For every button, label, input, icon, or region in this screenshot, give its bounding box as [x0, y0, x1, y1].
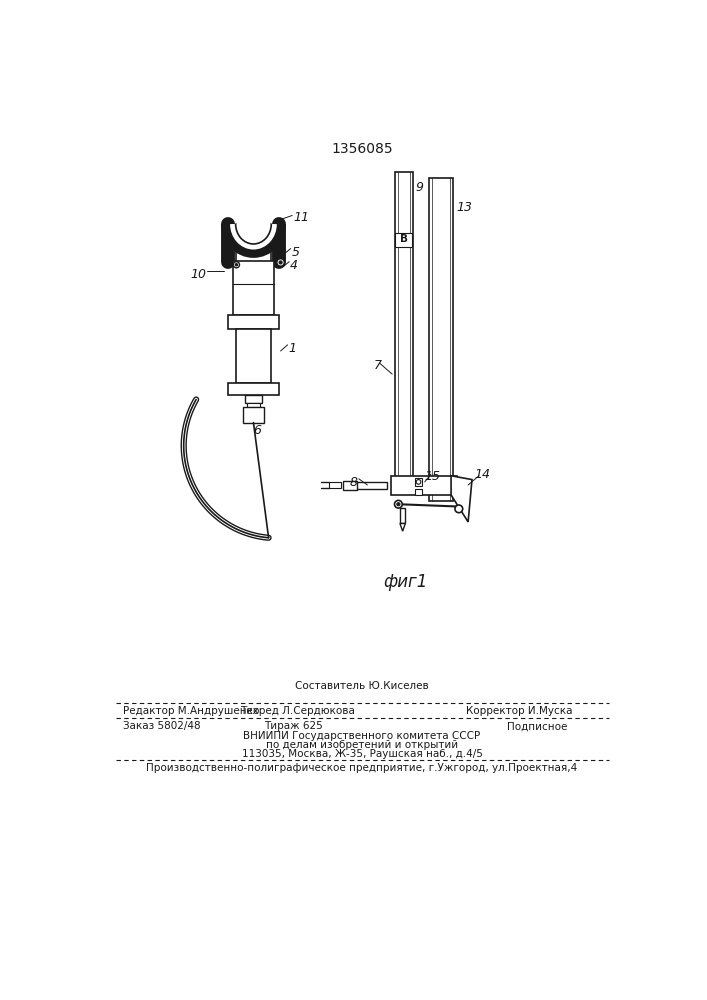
- Text: по делам изобретений и открытий: по делам изобретений и открытий: [266, 740, 458, 750]
- Bar: [356, 482, 387, 489]
- Circle shape: [455, 505, 462, 513]
- Text: 8: 8: [350, 476, 358, 489]
- Bar: [343, 481, 356, 490]
- Text: Корректор И.Муска: Корректор И.Муска: [466, 706, 573, 716]
- Text: 10: 10: [190, 268, 206, 281]
- Text: ВНИИПИ Государственного комитета СССР: ВНИИПИ Государственного комитета СССР: [243, 731, 481, 741]
- Polygon shape: [400, 523, 405, 531]
- Circle shape: [233, 262, 240, 268]
- Text: 113035, Москва, Ж-35, Раушская наб., д.4/5: 113035, Москва, Ж-35, Раушская наб., д.4…: [242, 749, 482, 759]
- Text: Подписное: Подписное: [507, 721, 567, 731]
- Text: Составитель Ю.Киселев: Составитель Ю.Киселев: [295, 681, 429, 691]
- Text: фиг1: фиг1: [383, 573, 427, 591]
- Bar: [429, 178, 452, 501]
- Bar: [247, 403, 259, 407]
- Bar: [400, 508, 405, 523]
- Text: 1356085: 1356085: [331, 142, 393, 156]
- Bar: [245, 395, 262, 403]
- Text: 1: 1: [288, 342, 296, 355]
- Text: В: В: [399, 234, 408, 244]
- Text: 15: 15: [425, 470, 440, 483]
- Bar: [235, 329, 271, 383]
- Bar: [414, 478, 422, 486]
- Bar: [395, 172, 413, 487]
- Bar: [228, 383, 279, 395]
- Text: 4: 4: [290, 259, 298, 272]
- Text: 11: 11: [293, 211, 310, 224]
- Bar: [395, 233, 412, 247]
- Text: Заказ 5802/48: Заказ 5802/48: [123, 721, 201, 731]
- Text: Производственно-полиграфическое предприятие, г.Ужгород, ул.Проектная,4: Производственно-полиграфическое предприя…: [146, 763, 578, 773]
- Circle shape: [395, 500, 402, 508]
- Bar: [329, 482, 341, 488]
- Text: 14: 14: [474, 468, 491, 481]
- Circle shape: [276, 259, 284, 266]
- Bar: [243, 407, 264, 423]
- Text: Тираж 625: Тираж 625: [264, 721, 323, 731]
- Circle shape: [416, 480, 421, 484]
- Text: Редактор М.Андрушенко: Редактор М.Андрушенко: [123, 706, 259, 716]
- Bar: [228, 315, 279, 329]
- Text: 13: 13: [457, 201, 472, 214]
- Text: 7: 7: [373, 359, 382, 372]
- Circle shape: [235, 264, 238, 266]
- Bar: [414, 489, 422, 495]
- Polygon shape: [451, 476, 472, 522]
- Bar: [233, 261, 274, 315]
- Text: 9: 9: [416, 181, 423, 194]
- Circle shape: [397, 503, 400, 506]
- Text: 6: 6: [253, 424, 262, 437]
- Text: Техред Л.Сердюкова: Техред Л.Сердюкова: [240, 706, 355, 716]
- Circle shape: [279, 261, 282, 264]
- Bar: [391, 476, 457, 495]
- Text: 5: 5: [291, 246, 300, 259]
